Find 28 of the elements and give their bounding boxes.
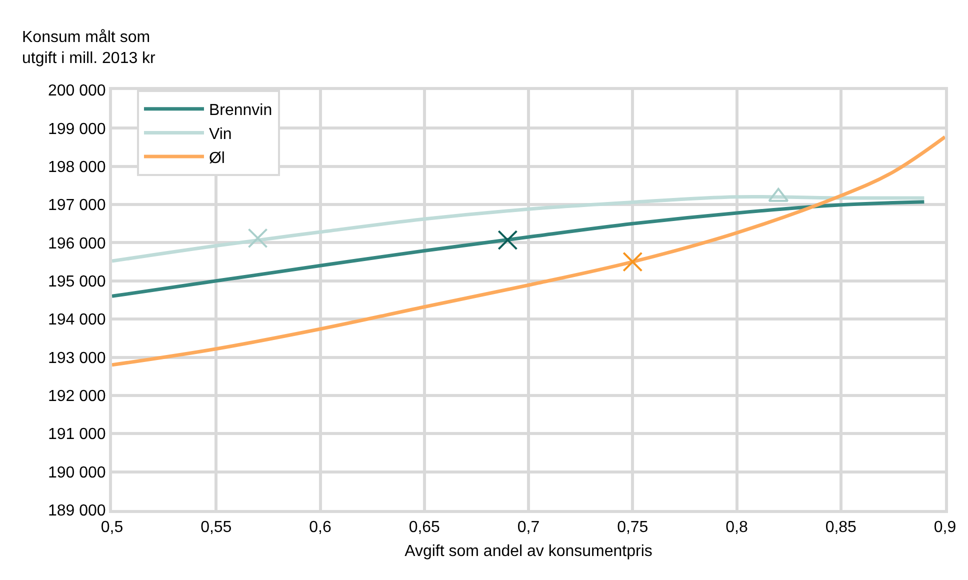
y-tick-label: 191 000 bbox=[48, 426, 106, 444]
line-series bbox=[112, 200, 926, 298]
x-tick-label: 0,55 bbox=[200, 519, 232, 536]
y-tick-label: 192 000 bbox=[48, 388, 106, 406]
y-tick-label: 190 000 bbox=[48, 464, 106, 482]
y-tick-label: 198 000 bbox=[48, 158, 106, 176]
x-tick-label: 0,75 bbox=[617, 519, 648, 536]
line-series bbox=[112, 195, 926, 263]
x-tick-label: 0,7 bbox=[517, 519, 540, 536]
y-tick-label: 196 000 bbox=[48, 235, 106, 252]
x-tick-label: 0,9 bbox=[934, 519, 956, 536]
y-tick-label: 193 000 bbox=[48, 350, 106, 367]
x-tick-label: 0,85 bbox=[825, 519, 857, 536]
y-tick-label: 197 000 bbox=[48, 197, 106, 214]
legend-label: Vin bbox=[208, 126, 232, 143]
x-tick-label: 0,65 bbox=[408, 519, 440, 536]
y-tick-label: 189 000 bbox=[48, 502, 106, 520]
x-axis-title: Avgift som andel av konsumentpris bbox=[404, 542, 652, 560]
x-tick-label: 0,6 bbox=[309, 519, 332, 536]
y-tick-label: 194 000 bbox=[48, 312, 106, 329]
legend-label: Øl bbox=[208, 150, 225, 167]
y-tick-label: 195 000 bbox=[48, 274, 106, 291]
y-tick-label: 200 000 bbox=[48, 82, 106, 100]
x-tick-label: 0,5 bbox=[100, 519, 124, 536]
legend-label: Brennvin bbox=[208, 102, 272, 120]
y-axis-title: Konsum målt som utgift i mill. 2013 kr bbox=[22, 29, 156, 67]
y-tick-label: 199 000 bbox=[48, 120, 106, 138]
x-tick-label: 0,8 bbox=[726, 519, 748, 536]
